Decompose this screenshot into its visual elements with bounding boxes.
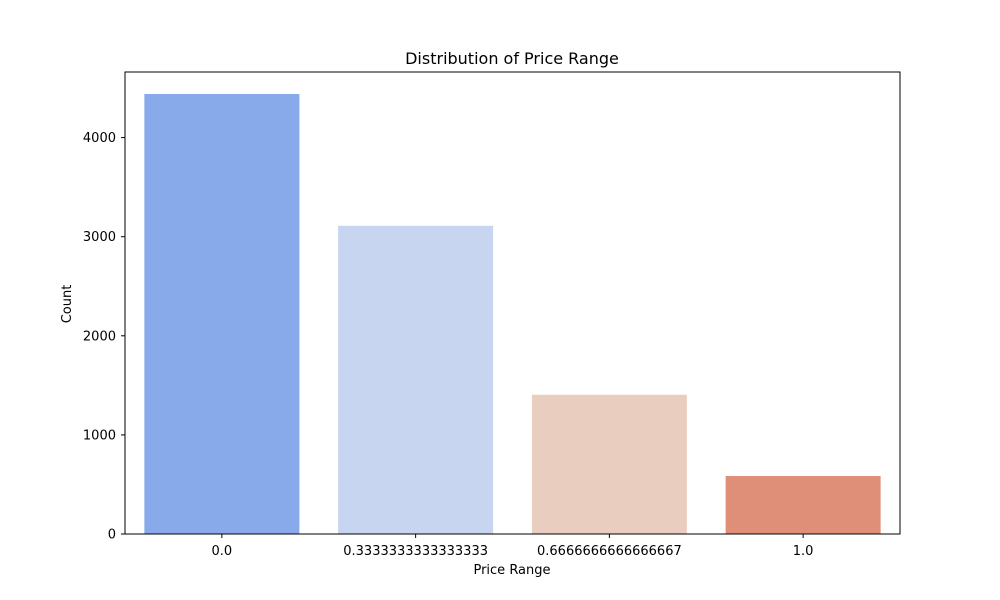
y-tick-label: 3000 [83, 230, 116, 245]
y-tick-label: 2000 [83, 329, 116, 344]
x-tick-label: 0.0 [212, 544, 233, 559]
y-axis-label: Count [60, 285, 75, 324]
bar-3 [725, 476, 881, 534]
bar-1 [338, 225, 494, 534]
bars-layer [144, 94, 881, 534]
bar-2 [531, 394, 687, 534]
x-tick-label: 1.0 [793, 544, 814, 559]
y-tick-label: 1000 [83, 428, 116, 443]
chart-title: Distribution of Price Range [405, 49, 619, 68]
y-tick-label: 0 [108, 528, 116, 543]
y-tick-label: 4000 [83, 131, 116, 146]
plot-frame [124, 71, 901, 535]
bar-0 [144, 94, 300, 534]
x-axis-label: Price Range [473, 563, 550, 578]
x-axis: 0.0 0.3333333333333333 0.6666666666666667 1… [212, 534, 814, 559]
y-axis: 0 1000 2000 3000 4000 [83, 131, 125, 543]
x-tick-label: 0.3333333333333333 [343, 544, 488, 559]
x-tick-label: 0.6666666666666667 [537, 544, 682, 559]
